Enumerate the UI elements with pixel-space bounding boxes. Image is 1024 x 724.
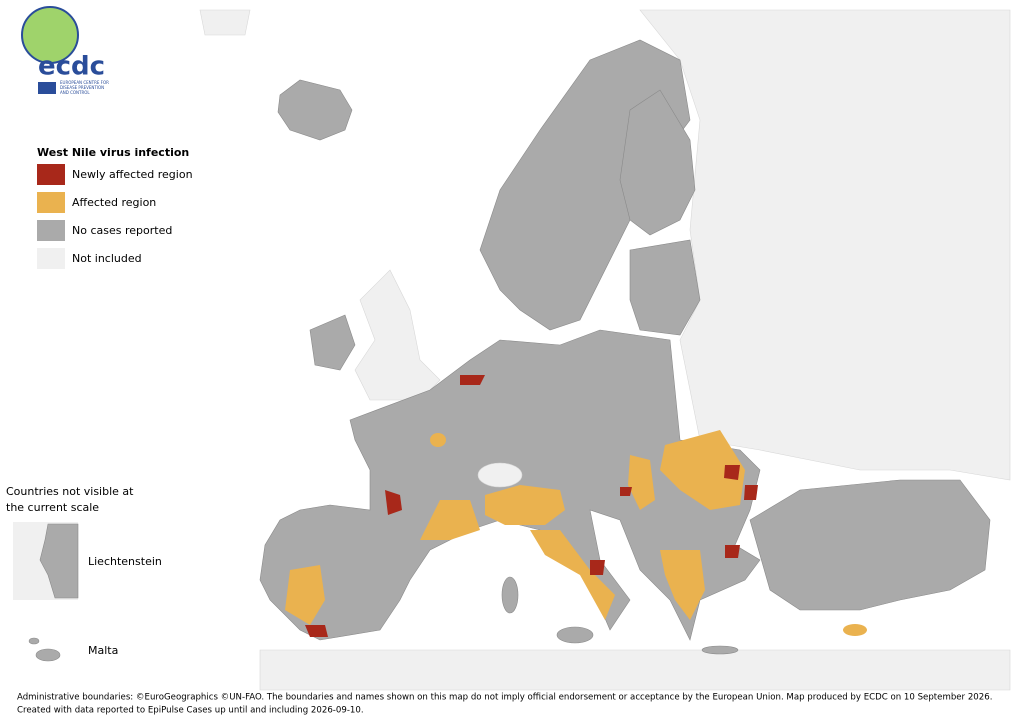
legend-swatch <box>37 164 65 185</box>
inset-label: Malta <box>88 644 118 657</box>
legend-label: Not included <box>72 252 142 265</box>
footer-text: Created with data reported to EpiPulse C… <box>17 706 364 716</box>
logo-subtitle: AND CONTROL <box>60 90 90 95</box>
inset-shape <box>35 648 61 662</box>
legend-label: Newly affected region <box>72 168 193 181</box>
legend-label: Affected region <box>72 196 156 209</box>
inset-shape <box>28 637 40 645</box>
inset-title: Countries not visible at <box>6 485 134 498</box>
logo-name: ecdc <box>38 52 105 82</box>
eu-flag <box>38 82 56 94</box>
legend: Newly affected region Affected region No c… <box>37 164 193 269</box>
logo-globe <box>21 6 79 64</box>
inset-shape <box>39 523 79 599</box>
legend-swatch <box>37 248 65 269</box>
map-shapes <box>199 9 1011 691</box>
legend-title: West Nile virus infection <box>37 146 189 159</box>
inset-label: Liechtenstein <box>88 555 162 568</box>
logo-subtitle: DISEASE PREVENTION <box>60 85 104 90</box>
legend-swatch <box>37 220 65 241</box>
legend-swatch <box>37 192 65 213</box>
logo-subtitle: EUROPEAN CENTRE FOR <box>60 80 109 85</box>
footer-text: Administrative boundaries: ©EuroGeograph… <box>17 693 992 703</box>
legend-label: No cases reported <box>72 224 172 237</box>
inset-title: the current scale <box>6 501 99 514</box>
logo: ecdc EUROPEAN CENTRE FOR DISEASE PREVENT… <box>21 6 109 95</box>
